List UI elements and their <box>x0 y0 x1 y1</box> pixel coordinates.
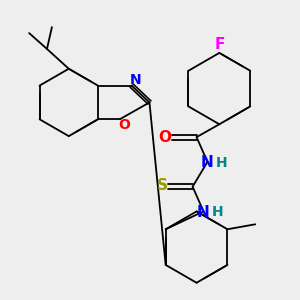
Text: N: N <box>201 155 214 170</box>
Text: F: F <box>214 38 224 52</box>
Text: H: H <box>212 206 223 219</box>
Text: O: O <box>158 130 171 145</box>
Text: N: N <box>130 73 141 87</box>
Text: O: O <box>118 118 130 132</box>
Text: N: N <box>197 205 210 220</box>
Text: H: H <box>215 156 227 170</box>
Text: S: S <box>156 178 167 193</box>
